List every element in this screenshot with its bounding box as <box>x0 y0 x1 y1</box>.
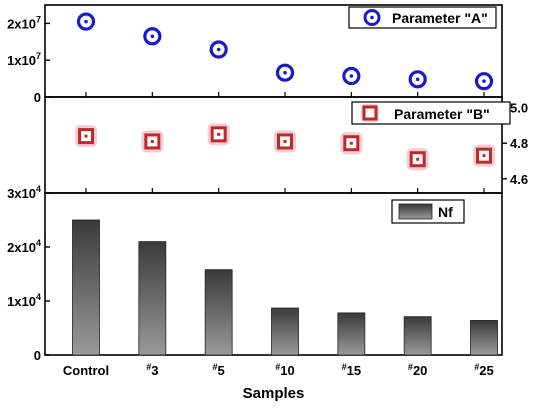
point-parameter-b-center <box>283 139 287 143</box>
point-parameter-a-center <box>482 79 486 83</box>
xtick-label-hash: # <box>474 362 479 372</box>
point-parameter-b-center <box>349 141 353 145</box>
xtick-label-text: 20 <box>413 363 427 378</box>
point-parameter-a-center <box>84 19 88 24</box>
point-parameter-b-center <box>482 154 486 158</box>
ytick-base: 2x10 <box>7 16 36 31</box>
legend-parameter-a-marker-center <box>370 15 374 20</box>
xtick-label-text: 3 <box>151 363 158 378</box>
point-parameter-a-center <box>349 74 354 78</box>
point-parameter-b-center <box>84 134 88 138</box>
xtick-label-hash: # <box>408 362 413 372</box>
panel-1-ytick-label: 1x107 <box>7 51 41 68</box>
xtick-label-hash: # <box>275 362 280 372</box>
point-parameter-b-center <box>217 132 221 136</box>
point-parameter-a-center <box>415 77 420 82</box>
legend-parameter-a <box>348 6 497 29</box>
point-parameter-a-center <box>216 47 221 52</box>
xtick-label: #10 <box>275 362 294 378</box>
xtick-label-text: 5 <box>218 363 225 378</box>
bar-nf <box>271 307 299 356</box>
ytick-exponent: 7 <box>36 51 41 61</box>
xtick-label-hash: # <box>146 362 151 372</box>
legend-parameter-a-label: Parameter "A" <box>392 10 488 26</box>
point-parameter-b-center <box>150 139 154 143</box>
xtick-label-hash: # <box>342 362 347 372</box>
xtick-label-text: 25 <box>479 363 493 378</box>
ytick-base: 0 <box>34 90 41 105</box>
xtick-label: #25 <box>474 362 493 378</box>
xtick-label: Control <box>63 363 109 378</box>
panel-2-ytick-label: 5.0 <box>510 101 528 116</box>
bar-nf <box>72 219 100 356</box>
ytick-base: 3x10 <box>7 186 36 201</box>
ytick-base: 2x10 <box>7 240 36 255</box>
point-parameter-b-center <box>416 157 420 161</box>
ytick-base: 1x10 <box>7 53 36 68</box>
legend-parameter-b-label: Parameter "B" <box>394 106 490 122</box>
bar-nf <box>204 269 233 356</box>
xtick-label: #5 <box>213 362 225 378</box>
xtick-label-text: Control <box>63 363 109 378</box>
panel-2-ytick-label: 4.6 <box>510 172 528 187</box>
bar-nf <box>470 320 498 356</box>
ytick-base: 1x10 <box>7 294 36 309</box>
ytick-base: 0 <box>34 348 41 363</box>
bar-nf <box>138 241 167 356</box>
xtick-label-text: 15 <box>347 363 361 378</box>
panel-3-ytick-label: 2x104 <box>7 238 41 255</box>
xtick-label-text: 10 <box>280 363 294 378</box>
panel-3-ytick-label: 1x104 <box>7 292 41 309</box>
legend-parameter-b-marker <box>362 105 378 121</box>
xtick-label: #20 <box>408 362 427 378</box>
ytick-exponent: 4 <box>36 184 41 194</box>
panel-3-ytick-label: 3x104 <box>7 184 41 201</box>
ytick-exponent: 4 <box>36 238 41 248</box>
xtick-label: #15 <box>342 362 361 378</box>
panel-2-ytick-label: 4.8 <box>510 136 528 151</box>
panel-3-ytick-label: 0 <box>34 348 41 363</box>
ytick-exponent: 4 <box>36 292 41 302</box>
legend-nf-label: Nf <box>438 204 453 220</box>
panel-1-ytick-label: 0 <box>34 90 41 105</box>
point-parameter-a-center <box>150 34 155 39</box>
bar-nf <box>337 312 366 356</box>
point-parameter-a-center <box>283 70 287 75</box>
xtick-label: #3 <box>146 362 158 378</box>
legend-nf-swatch <box>398 203 433 220</box>
x-axis-label: Samples <box>243 385 305 402</box>
legend-parameter-b <box>351 101 511 125</box>
panel-1-ytick-label: 2x107 <box>7 14 41 31</box>
ytick-exponent: 7 <box>36 14 41 24</box>
bar-nf <box>403 316 432 356</box>
xtick-label-hash: # <box>213 362 218 372</box>
